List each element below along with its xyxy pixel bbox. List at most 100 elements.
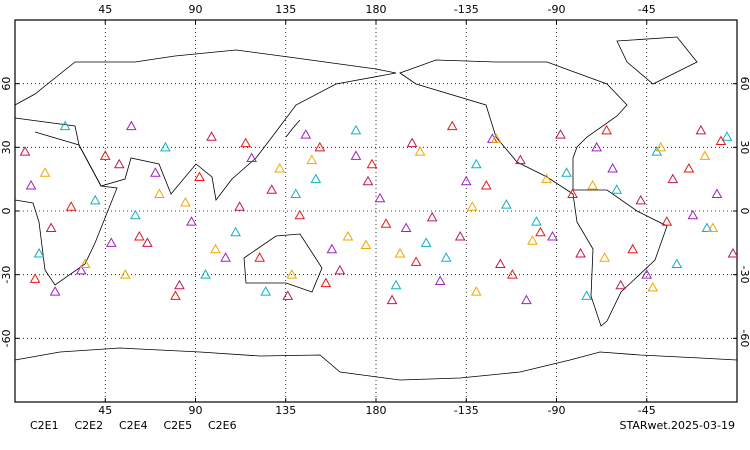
observation-marker: [129, 209, 141, 220]
observation-marker: [174, 279, 185, 290]
observation-marker: [350, 124, 362, 135]
antarctica: [14, 347, 738, 381]
observation-marker: [133, 230, 145, 241]
observation-marker: [661, 216, 673, 226]
x-tick-label: 180: [366, 3, 387, 16]
observation-marker: [300, 129, 312, 139]
observation-marker: [521, 294, 532, 305]
observation-marker: [711, 188, 723, 199]
observation-marker: [394, 247, 406, 258]
observation-marker: [727, 247, 739, 258]
observation-marker: [561, 167, 572, 177]
legend-label: C2E6: [208, 419, 237, 432]
observation-marker: [480, 180, 492, 190]
observation-marker: [380, 218, 392, 228]
x-tick-label: 90: [189, 404, 203, 417]
y-tick-label: 0: [0, 208, 13, 215]
observation-marker: [240, 137, 251, 148]
x-tick-label: 135: [275, 404, 296, 417]
observation-marker: [683, 163, 695, 173]
legend-label: C2E5: [164, 419, 193, 432]
observation-marker: [200, 269, 211, 279]
observation-marker: [454, 230, 466, 241]
observation-marker: [390, 279, 402, 290]
observation-marker: [105, 237, 117, 247]
observation-marker: [350, 150, 362, 160]
observation-marker: [667, 173, 679, 184]
observation-marker: [326, 243, 338, 254]
observation-marker: [266, 184, 278, 194]
observation-marker: [414, 146, 426, 156]
observation-marker: [25, 180, 37, 190]
observation-marker: [507, 269, 518, 279]
observation-marker: [647, 281, 659, 292]
observation-marker: [501, 199, 512, 209]
eurasia: [14, 49, 397, 201]
x-tick-label: -45: [638, 3, 656, 16]
observation-marker: [490, 133, 502, 143]
observation-marker: [406, 137, 418, 148]
footer-label: STARwet.2025-03-19: [619, 419, 735, 432]
observation-marker: [260, 286, 272, 296]
observation-marker: [334, 264, 346, 275]
americas: [399, 59, 668, 327]
observation-marker: [310, 173, 322, 184]
observation-marker: [79, 258, 91, 269]
observation-marker: [695, 124, 707, 135]
observation-marker: [547, 230, 558, 241]
observation-marker: [581, 290, 592, 300]
observation-marker: [434, 275, 446, 286]
observation-marker: [615, 279, 627, 290]
japan: [285, 119, 301, 138]
observation-marker: [440, 252, 452, 262]
observation-marker: [715, 135, 727, 145]
observation-marker: [627, 243, 639, 254]
observation-marker: [314, 141, 326, 152]
observation-marker: [320, 277, 332, 288]
x-tick-label: 90: [189, 3, 203, 16]
observation-marker: [286, 269, 298, 279]
markers: [19, 120, 739, 305]
y-tick-label: 30: [0, 140, 13, 154]
y-tick-label: 60: [0, 77, 13, 91]
observation-marker: [33, 247, 45, 258]
observation-marker: [531, 216, 542, 226]
observation-marker: [119, 269, 131, 279]
observation-marker: [599, 252, 610, 262]
observation-marker: [230, 226, 241, 237]
observation-marker: [186, 216, 197, 226]
greenland: [616, 36, 698, 85]
observation-marker: [254, 252, 266, 262]
observation-marker: [611, 184, 623, 194]
observation-marker: [180, 196, 191, 207]
observation-marker: [470, 286, 482, 296]
observation-marker: [699, 150, 711, 160]
observation-marker: [515, 154, 526, 165]
y-tick-label: -30: [0, 266, 13, 284]
y-tick-label: 30: [738, 140, 750, 154]
observation-marker: [374, 192, 386, 203]
y-tick-label: 60: [738, 77, 750, 91]
observation-marker: [420, 237, 432, 247]
observation-marker: [29, 273, 41, 283]
observation-marker: [342, 230, 354, 241]
y-tick-label: -60: [0, 329, 13, 347]
observation-marker: [400, 222, 412, 232]
observation-marker: [366, 158, 378, 169]
observation-marker: [160, 141, 171, 152]
observation-marker: [494, 258, 506, 269]
observation-marker: [575, 247, 586, 258]
y-tick-label: -30: [738, 266, 750, 284]
observation-marker: [125, 120, 137, 131]
observation-marker: [426, 211, 438, 222]
observation-marker: [59, 120, 71, 131]
observation-marker: [587, 180, 598, 190]
observation-marker: [721, 131, 733, 141]
observation-marker: [635, 194, 647, 205]
observation-marker: [386, 294, 398, 305]
x-tick-label: 135: [275, 3, 296, 16]
observation-marker: [541, 173, 552, 184]
observation-marker: [39, 167, 51, 177]
observation-marker: [567, 188, 578, 199]
y-tick-label: 0: [738, 208, 750, 215]
